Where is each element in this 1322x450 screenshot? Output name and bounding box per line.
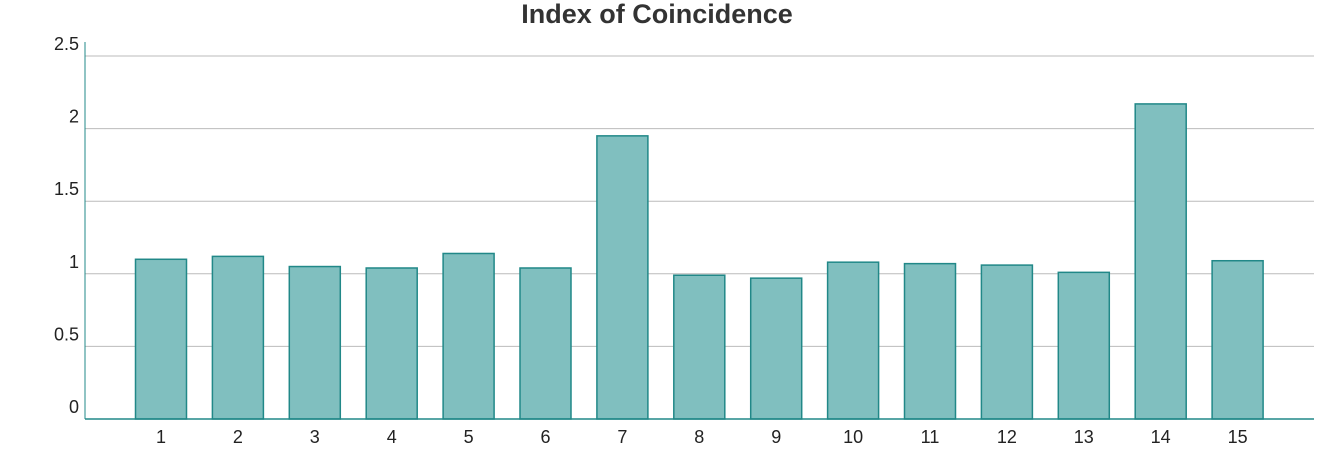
x-tick-labels: 1 2 3 4 5 6 7 8 9 10 11 12 13 14 15 [156, 427, 1248, 447]
bar[interactable] [365, 267, 418, 420]
bar[interactable] [673, 274, 726, 420]
x-tick-label: 14 [1151, 427, 1171, 447]
bar[interactable] [596, 135, 649, 420]
bar[interactable] [288, 265, 342, 420]
bar[interactable] [903, 262, 957, 420]
x-tick-label: 9 [771, 427, 781, 447]
y-tick-label: 2 [69, 107, 79, 127]
bar[interactable] [826, 261, 880, 420]
bar[interactable] [1134, 103, 1187, 420]
x-tick-label: 4 [387, 427, 397, 447]
bar[interactable] [1211, 259, 1264, 420]
x-tick-label: 1 [156, 427, 166, 447]
x-tick-label: 6 [540, 427, 550, 447]
y-tick-label: 1.5 [54, 179, 79, 199]
y-tick-label: 0 [69, 397, 79, 417]
bar[interactable] [519, 267, 572, 420]
x-tick-label: 12 [997, 427, 1017, 447]
x-tick-label: 7 [617, 427, 627, 447]
x-tick-label: 3 [310, 427, 320, 447]
x-tick-label: 2 [233, 427, 243, 447]
x-tick-label: 5 [464, 427, 474, 447]
x-tick-label: 11 [921, 427, 940, 447]
bar[interactable] [1057, 271, 1111, 420]
x-tick-label: 10 [843, 427, 863, 447]
bar[interactable] [749, 277, 803, 420]
y-tick-labels: 0 0.5 1 1.5 2 2.5 [54, 34, 79, 417]
bar[interactable] [442, 252, 495, 420]
chart-title: Index of Coincidence [521, 0, 793, 29]
bar[interactable] [980, 264, 1034, 420]
x-tick-label: 13 [1074, 427, 1094, 447]
y-tick-label: 0.5 [54, 324, 79, 344]
bar[interactable] [211, 255, 265, 420]
x-tick-label: 15 [1228, 427, 1248, 447]
x-tick-label: 8 [694, 427, 704, 447]
axes [84, 42, 1314, 420]
y-tick-label: 2.5 [54, 34, 79, 54]
bars [134, 103, 1264, 420]
bar[interactable] [134, 258, 188, 420]
y-tick-label: 1 [69, 252, 79, 272]
